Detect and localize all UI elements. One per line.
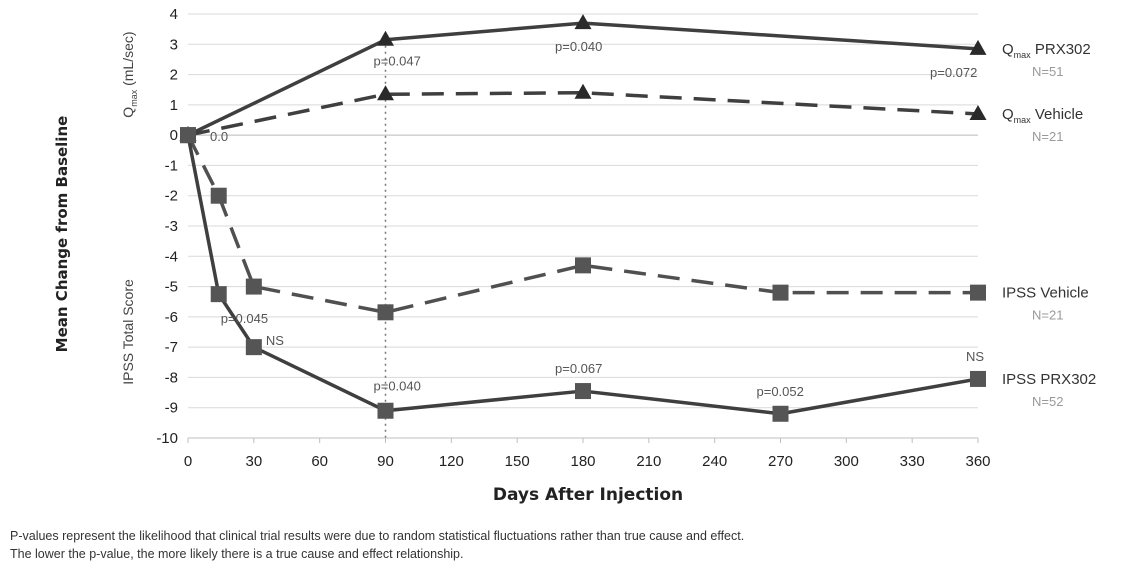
legend-label-main: IPSS PRX302 xyxy=(1002,371,1096,388)
legend-label-sub: max xyxy=(1014,115,1032,125)
annotation-label: 0.0 xyxy=(210,129,228,144)
marker-square-ipss_vehicle xyxy=(245,278,262,295)
footnote-line-1: P-values represent the likelihood that c… xyxy=(10,529,745,543)
x-tick-label: 150 xyxy=(505,453,530,470)
y-tick-label: 3 xyxy=(170,36,178,53)
annotation-label: p=0.040 xyxy=(374,379,421,394)
annotation-label: p=0.067 xyxy=(555,361,602,376)
y-tick-label: -4 xyxy=(165,248,178,265)
x-tick-label: 30 xyxy=(245,453,262,470)
y-tick-label: -10 xyxy=(156,430,178,447)
y-tick-label: -7 xyxy=(165,339,178,356)
legend-n-qmax_vehicle: N=21 xyxy=(1032,129,1063,144)
legend-label-sub: max xyxy=(1014,50,1032,60)
marker-triangle-qmax_vehicle xyxy=(574,83,592,99)
y-axis-label: Mean Change from Baseline xyxy=(53,116,71,353)
marker-square-ipss_prx xyxy=(180,127,196,144)
marker-triangle-qmax_prx xyxy=(969,39,987,55)
footnote-line-2: The lower the p-value, the more likely t… xyxy=(10,547,464,561)
marker-square-ipss_prx xyxy=(210,286,227,303)
y-axis-label-qmax-main: Q xyxy=(120,107,136,118)
annotation-label: p=0.047 xyxy=(374,54,421,69)
x-tick-label: 330 xyxy=(900,453,925,470)
x-tick-label: 360 xyxy=(965,453,990,470)
marker-triangle-qmax_vehicle xyxy=(377,85,394,101)
legend-label-ipss_vehicle: IPSS Vehicle xyxy=(1002,285,1089,302)
marker-square-ipss_vehicle xyxy=(575,257,591,274)
series-line-qmax_prx xyxy=(187,21,979,137)
marker-triangle-qmax_vehicle xyxy=(969,104,987,120)
y-axis-label-qmax-sub: max xyxy=(129,89,139,107)
annotation-label: p=0.052 xyxy=(757,384,804,399)
x-tick-label: 210 xyxy=(636,453,661,470)
y-axis-label-qmax-rest: (mL/sec) xyxy=(120,31,136,89)
marker-square-ipss_prx xyxy=(772,405,789,422)
x-tick-label: 0 xyxy=(184,453,192,470)
y-tick-label: -2 xyxy=(165,188,178,205)
legend-label-main: Q xyxy=(1002,106,1014,123)
x-tick-label: 60 xyxy=(311,453,328,470)
marker-square-ipss_prx xyxy=(377,402,394,419)
y-axis-label-ipss: IPSS Total Score xyxy=(120,279,136,385)
legend-label-ipss_prx: IPSS PRX302 xyxy=(1002,371,1096,388)
legend-label-rest: Vehicle xyxy=(1031,106,1084,123)
series-line-ipss_vehicle xyxy=(186,134,978,315)
x-tick-label: 300 xyxy=(834,453,859,470)
y-tick-label: 1 xyxy=(170,97,178,114)
y-axis-label-qmax: Qmax (mL/sec) xyxy=(120,31,139,117)
annotation-label: p=0.040 xyxy=(555,39,602,54)
y-tick-label: 0 xyxy=(170,127,178,144)
legend-n-ipss_vehicle: N=21 xyxy=(1032,308,1063,323)
marker-square-ipss_prx xyxy=(970,370,986,387)
annotation-label: p=0.045 xyxy=(221,311,268,326)
legend-n-qmax_prx: N=51 xyxy=(1032,64,1063,79)
legend-label-main: IPSS Vehicle xyxy=(1002,285,1089,302)
legend-label-qmax_prx: Qmax PRX302 xyxy=(1002,41,1091,60)
marker-square-ipss_prx xyxy=(245,339,262,356)
annotation-label: NS xyxy=(966,349,984,364)
y-tick-label: -3 xyxy=(165,218,178,235)
x-axis-label: Days After Injection xyxy=(493,485,683,505)
y-tick-label: 2 xyxy=(170,67,178,84)
legend-n-ipss_prx: N=52 xyxy=(1032,394,1063,409)
legend: Qmax PRX302 N=51 Qmax Vehicle N=21 IPSS Vehi… xyxy=(1002,41,1096,409)
footnote: P-values represent the likelihood that c… xyxy=(10,527,1120,563)
series-layer xyxy=(179,14,987,422)
x-tick-label: 270 xyxy=(768,453,793,470)
y-tick-label: -5 xyxy=(165,279,178,296)
legend-label-main: Q xyxy=(1002,41,1014,58)
marker-square-ipss_prx xyxy=(575,383,591,400)
annotation-label: p=0.072 xyxy=(930,65,977,80)
marker-square-ipss_vehicle xyxy=(970,284,986,301)
legend-label-rest: PRX302 xyxy=(1031,41,1091,58)
gridlines xyxy=(188,13,978,439)
y-tick-label: 4 xyxy=(170,6,178,23)
annotation-label: NS xyxy=(266,333,284,348)
marker-square-ipss_vehicle xyxy=(377,304,394,321)
x-tick-label: 180 xyxy=(570,453,595,470)
series-line-qmax_vehicle xyxy=(187,90,979,137)
annotations: p=0.047 p=0.040 p=0.072 0.0 p=0.045 NS p=0.040… xyxy=(210,39,984,399)
marker-square-ipss_vehicle xyxy=(210,187,227,204)
marker-triangle-qmax_prx xyxy=(574,14,592,30)
marker-triangle-qmax_prx xyxy=(377,30,394,46)
y-tick-label: -9 xyxy=(165,400,178,417)
x-tick-label: 90 xyxy=(377,453,394,470)
y-tick-label: -1 xyxy=(165,157,178,174)
x-tick-label: 240 xyxy=(702,453,727,470)
x-tick-label: 120 xyxy=(439,453,464,470)
legend-label-qmax_vehicle: Qmax Vehicle xyxy=(1002,106,1083,125)
marker-square-ipss_vehicle xyxy=(772,284,789,301)
y-tick-label: -8 xyxy=(165,369,178,386)
y-tick-label: -6 xyxy=(165,309,178,326)
